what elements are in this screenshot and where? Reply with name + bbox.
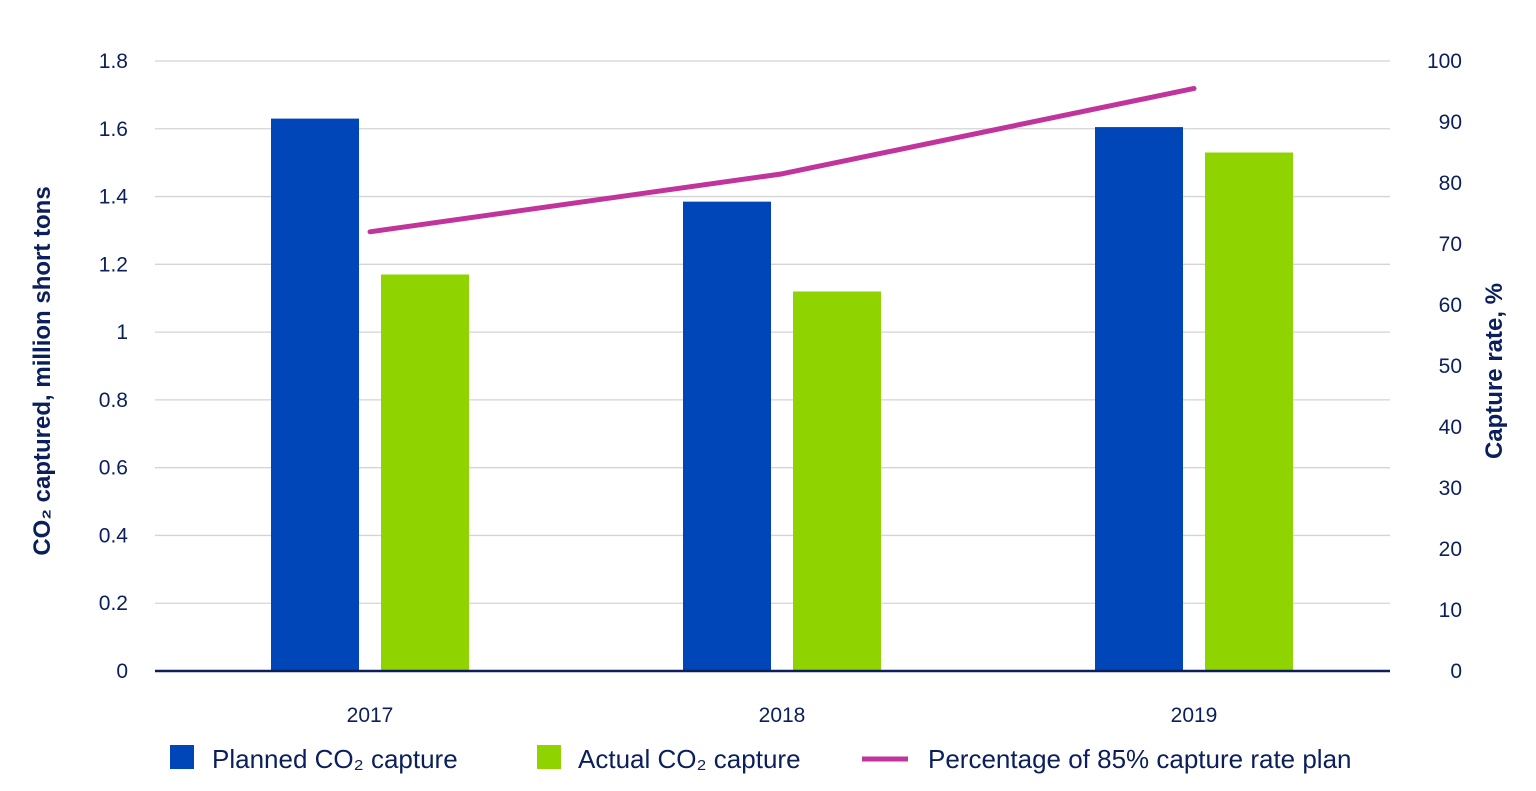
legend-label: Actual CO₂ capture <box>578 744 801 774</box>
legend-swatch <box>537 745 561 769</box>
left-tick-label: 0.4 <box>99 524 129 547</box>
left-tick-label: 1 <box>116 321 128 344</box>
right-tick-label: 60 <box>1439 294 1462 317</box>
right-tick-label: 10 <box>1439 599 1462 622</box>
bar-2018-series-1 <box>793 291 881 671</box>
right-tick-label: 80 <box>1439 172 1462 195</box>
x-tick-label: 2018 <box>759 704 806 727</box>
bar-2017-series-0 <box>271 118 359 672</box>
right-tick-label: 20 <box>1439 538 1462 561</box>
x-axis-ticks: 2017 2018 2019 <box>347 704 1218 727</box>
left-axis-ticks: 0 0.2 0.4 0.6 0.8 1 1.2 1.4 1.6 1.8 <box>99 50 129 683</box>
line-series <box>367 85 1197 235</box>
left-tick-label: 1.2 <box>99 253 128 276</box>
left-tick-label: 0.8 <box>99 389 128 412</box>
bar-2019-series-1 <box>1205 152 1293 671</box>
bar-2017-series-1 <box>381 274 469 671</box>
x-tick-label: 2017 <box>347 704 394 727</box>
left-tick-label: 1.6 <box>99 118 128 141</box>
legend-swatch <box>170 745 194 769</box>
left-tick-label: 0.2 <box>99 592 128 615</box>
left-tick-label: 1.4 <box>99 186 129 209</box>
left-tick-label: 1.8 <box>99 50 128 73</box>
left-tick-label: 0.6 <box>99 457 128 480</box>
bar-2019-series-0 <box>1095 127 1183 672</box>
right-tick-label: 50 <box>1439 355 1462 378</box>
right-tick-label: 30 <box>1439 477 1462 500</box>
right-tick-label: 90 <box>1439 111 1462 134</box>
gridlines <box>155 60 1390 604</box>
right-tick-label: 0 <box>1450 660 1462 683</box>
legend-label: Percentage of 85% capture rate plan <box>928 744 1352 774</box>
right-axis-ticks: 0 10 20 30 40 50 60 70 80 90 100 <box>1427 50 1462 683</box>
bar-2018-series-0 <box>683 201 771 671</box>
legend: Planned CO₂ capture Actual CO₂ capture Per… <box>170 744 1352 774</box>
right-axis-title: Capture rate, % <box>1481 283 1508 459</box>
right-tick-label: 100 <box>1427 50 1462 73</box>
bars <box>271 118 1293 672</box>
legend-label: Planned CO₂ capture <box>212 744 458 774</box>
line-capture-rate <box>367 85 1197 235</box>
left-axis-title: CO₂ captured, million short tons <box>29 186 56 555</box>
x-tick-label: 2019 <box>1171 704 1218 727</box>
right-tick-label: 70 <box>1439 233 1462 256</box>
right-tick-label: 40 <box>1439 416 1462 439</box>
left-tick-label: 0 <box>116 660 128 683</box>
